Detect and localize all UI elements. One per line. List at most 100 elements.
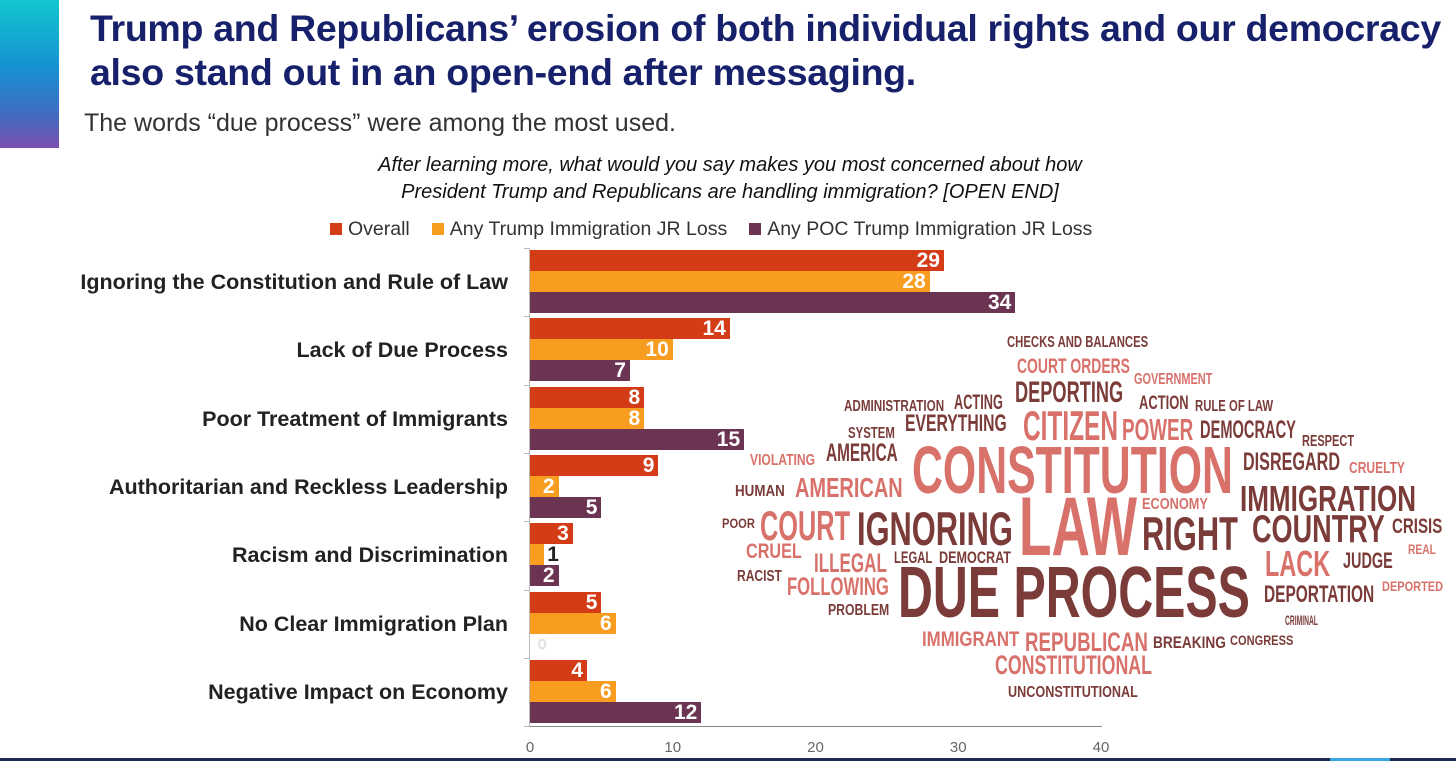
word-cloud-word-text: SYSTEM [848,425,895,442]
word-cloud-word-text: IGNORING [857,503,1013,556]
word-cloud-word: JUDGE [1343,549,1393,571]
data-label: 5 [585,590,598,614]
word-cloud-word: PROBLEM [828,602,890,619]
word-cloud-word: DUE PROCESS [898,553,1250,633]
x-tick-label: 30 [949,739,967,756]
chart-legend: Overall Any Trump Immigration JR Loss An… [330,217,1114,241]
word-cloud-word-text: ACTING [954,391,1003,414]
word-cloud-word-text: FOLLOWING [787,573,889,601]
x-axis-line [529,726,1102,727]
data-label: 10 [645,338,669,362]
data-label: 1 [547,543,559,567]
data-label: 34 [987,291,1012,314]
word-cloud-word: ACTION [1139,392,1189,414]
word-cloud-word-text: PROBLEM [828,602,890,619]
word-cloud-word-text: POOR [722,515,755,531]
word-cloud-word: AMERICA [826,441,898,466]
y-axis-tick [524,657,530,659]
category-label: Lack of Due Process [296,338,508,363]
word-cloud-word-text: CRUEL [746,540,802,563]
bar-any-poc-trump-immigration-jr-loss [530,292,1016,313]
data-label: 2 [542,474,555,498]
word-cloud-word-text: ACTION [1139,392,1189,414]
word-cloud-word-text: CHECKS AND BALANCES [1007,334,1149,351]
data-label: 6 [599,611,612,635]
bar-overall [530,523,573,545]
word-cloud-word-text: DEPORTED [1382,578,1444,594]
y-axis-tick [524,452,530,454]
data-label: 7 [614,359,626,383]
word-cloud-word: REPUBLICAN [1025,627,1148,657]
word-cloud-word-text: CONSTITUTION [912,434,1233,508]
word-cloud-word-text: HUMAN [735,483,785,500]
word-cloud-word: CONSTITUTION [912,434,1233,508]
word-cloud-word-text: BREAKING [1153,633,1226,652]
bar-any-poc-trump-immigration-jr-loss [530,565,559,587]
x-tick-label: 40 [1092,739,1110,756]
bar-any-poc-trump-immigration-jr-loss [530,360,630,382]
word-cloud-word: CRUELTY [1349,461,1405,476]
word-cloud-word-text: RESPECT [1302,433,1355,450]
data-label: 0 [538,635,547,653]
word-cloud-word: RIGHT [1142,511,1238,558]
word-cloud-word-text: COURT [760,502,851,549]
word-cloud-word: DEMOCRACY [1200,418,1296,443]
word-cloud-word: SYSTEM [848,425,895,442]
legend-item-overall: Overall [330,217,410,241]
word-cloud-word: ILLEGAL [814,550,887,576]
word-cloud-word-text: GOVERNMENT [1134,371,1213,388]
word-cloud-word-text: VIOLATING [750,452,815,469]
word-cloud-word-text: ADMINISTRATION [844,398,945,415]
data-label: 3 [557,522,569,546]
word-cloud-word-text: LAW [1019,480,1138,573]
category-label: Authoritarian and Reckless Leadership [108,474,508,499]
word-cloud-word: DISREGARD [1243,450,1340,475]
word-cloud-word-text: CRISIS [1392,515,1443,538]
y-axis-tick [524,248,530,249]
word-cloud-word: ADMINISTRATION [844,398,945,415]
chart-title-line-2: President Trump and Republicans are hand… [401,181,1059,203]
data-label: 14 [702,317,726,341]
legend-item-trump-jr-loss: Any Trump Immigration JR Loss [431,217,727,241]
word-cloud-word-text: CONGRESS [1230,632,1294,648]
data-label: 29 [916,249,940,272]
category-label: Ignoring the Constitution and Rule of La… [80,270,508,294]
data-label: 5 [585,495,598,519]
bar-any-poc-trump-immigration-jr-loss [530,496,602,518]
word-cloud-word: ECONOMY [1142,497,1208,512]
bar-overall [530,591,602,613]
word-cloud-word: CRIMINAL [1285,612,1318,628]
data-label: 8 [628,385,641,409]
word-cloud-word-text: AMERICAN [795,472,903,503]
bar-any-poc-trump-immigration-jr-loss [530,701,702,723]
legend-swatch [330,223,342,235]
word-cloud-word-text: DUE PROCESS [898,553,1250,633]
word-cloud-word: RACIST [737,568,782,585]
word-cloud-word: BREAKING [1153,633,1226,652]
word-cloud-word: POWER [1122,415,1193,446]
data-label: 15 [716,427,741,451]
word-cloud-word: POOR [722,515,755,531]
word-cloud-word-text: RACIST [737,568,782,585]
word-cloud-word: ACTING [954,391,1003,414]
page-title: Trump and Republicans’ erosion of both i… [90,7,1441,93]
word-cloud-word: GOVERNMENT [1134,371,1213,388]
word-cloud-word: DEPORTED [1382,578,1444,594]
word-cloud-word-text: REAL [1408,541,1436,557]
word-cloud-word-text: DEPORTATION [1264,582,1375,608]
word-cloud-word-text: EVERYTHING [905,411,1007,437]
legend-label: Overall [348,218,410,240]
word-cloud-word-text: REPUBLICAN [1025,627,1148,657]
word-cloud-word-text: CRIMINAL [1285,612,1318,628]
y-axis-tick [524,521,530,523]
word-cloud-word: COUNTRY [1252,510,1385,549]
word-cloud-word: LAW [1019,480,1138,573]
legend-label: Any POC Trump Immigration JR Loss [767,218,1093,240]
chart-title: After learning more, what would you say … [230,152,1230,206]
word-cloud-word-text: CITIZEN [1023,402,1118,449]
word-cloud-word: EVERYTHING [905,411,1007,437]
word-cloud-word: UNCONSTITUTIONAL [1008,685,1138,700]
word-cloud-word: REAL [1408,541,1436,557]
word-cloud-word: CONSTITUTIONAL [995,652,1152,678]
word-cloud-word: DEMOCRAT [939,549,1011,566]
